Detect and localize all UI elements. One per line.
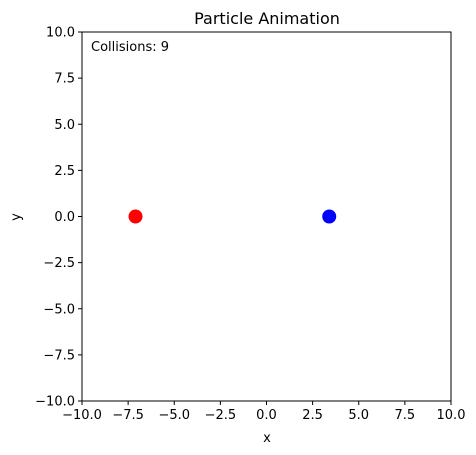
plot-area (81, 31, 452, 402)
x-tick-label: 5.0 (348, 408, 369, 423)
x-tick-label: −10.0 (62, 408, 102, 423)
y-tick-label: 7.5 (54, 72, 75, 87)
x-axis-ticks: −10.0 −7.5 −5.0 −2.5 0.0 2.5 5.0 7.5 10.0 (62, 401, 465, 423)
y-tick-label: 0.0 (54, 210, 75, 225)
y-tick-label: −7.5 (43, 348, 75, 363)
y-tick-label: 10.0 (46, 26, 75, 41)
x-tick-label: 0.0 (256, 408, 277, 423)
y-tick-label: 5.0 (54, 118, 75, 133)
y-tick-label: 2.5 (54, 164, 75, 179)
x-tick-label: −5.0 (158, 408, 190, 423)
collisions-annotation: Collisions: 9 (91, 40, 169, 55)
x-tick-label: 2.5 (302, 408, 323, 423)
x-tick-label: −7.5 (112, 408, 144, 423)
x-tick-label: 7.5 (395, 408, 416, 423)
x-axis-label: x (263, 431, 271, 446)
y-axis-label: y (9, 213, 24, 221)
particle-point-2 (322, 209, 337, 224)
y-tick-label: −10.0 (35, 395, 75, 410)
y-axis-ticks: −10.0 −7.5 −5.0 −2.5 0.0 2.5 5.0 7.5 10.0 (35, 26, 82, 410)
particle-points (128, 209, 337, 224)
x-tick-label: 10.0 (437, 408, 466, 423)
y-tick-label: −2.5 (43, 256, 75, 271)
chart-title: Particle Animation (194, 9, 340, 28)
particle-point-1 (128, 209, 143, 224)
x-tick-label: −2.5 (205, 408, 237, 423)
y-tick-label: −5.0 (43, 302, 75, 317)
